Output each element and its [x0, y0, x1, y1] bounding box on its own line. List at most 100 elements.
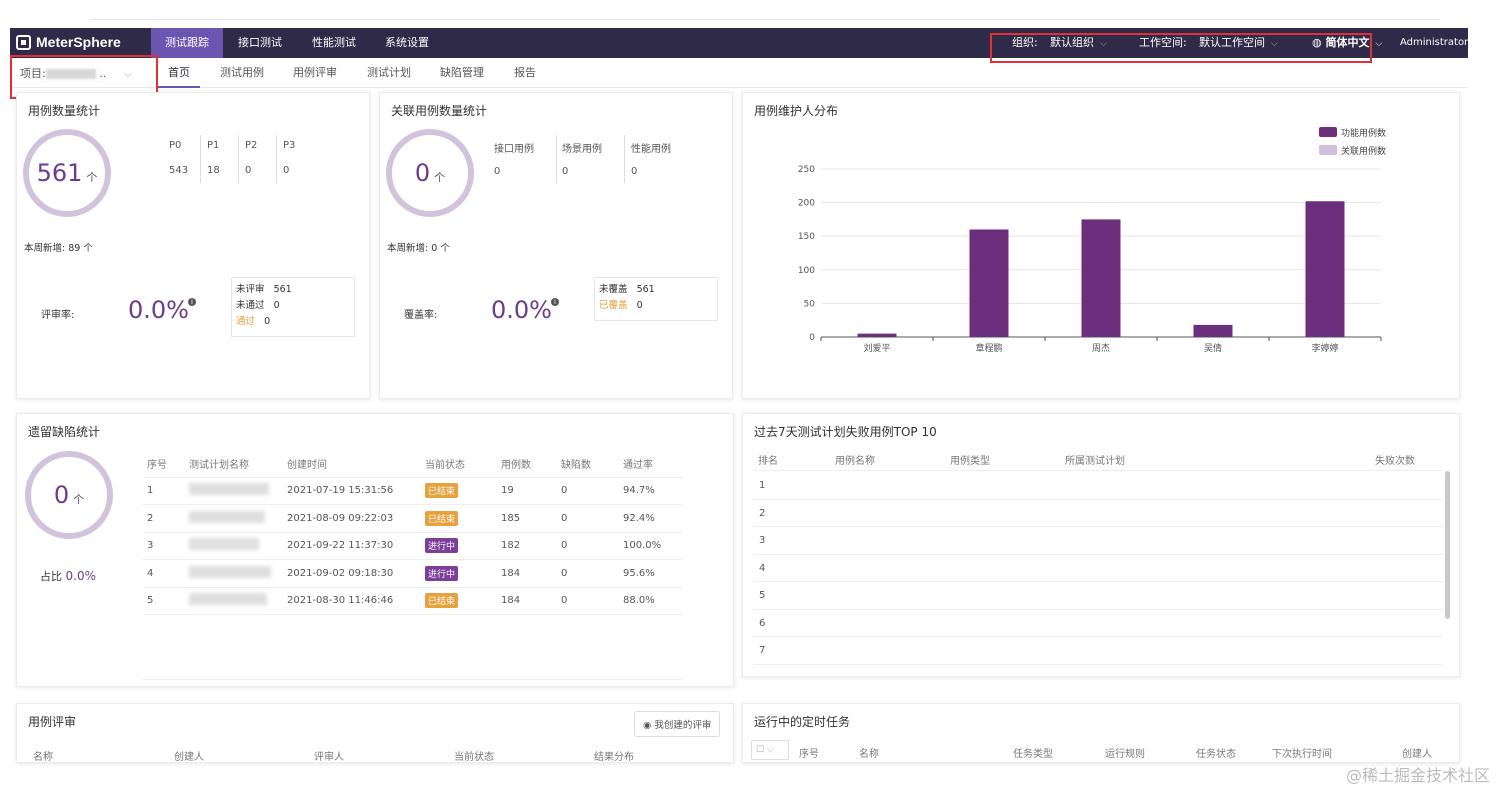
review-rate-value: 0.0%: [128, 296, 189, 324]
level-p3-value: 0: [283, 165, 290, 176]
info-icon[interactable]: i: [188, 298, 196, 306]
bar: [1193, 324, 1233, 337]
level-p0-label: P0: [169, 140, 182, 151]
failure-top10-card: 过去7天测试计划失败用例TOP 10 排名 用例名称 用例类型 所属测试计划 失…: [742, 413, 1460, 677]
divider: [624, 135, 625, 183]
bar: [1305, 201, 1345, 337]
divider: [200, 135, 201, 183]
workspace-select[interactable]: 默认工作空间 ⌵: [1199, 36, 1278, 49]
col-header: 序号: [143, 451, 189, 478]
tab-report[interactable]: 报告: [514, 66, 536, 79]
plan-name-blurred: [189, 593, 267, 606]
eye-icon: ◉: [643, 720, 652, 731]
nav-performance-test[interactable]: 性能测试: [312, 36, 356, 49]
col-header: 当前状态: [454, 752, 494, 763]
col-header: 用例数: [501, 451, 561, 478]
table-row[interactable]: 3: [753, 527, 1443, 555]
bar: [857, 333, 897, 337]
cube-icon: [16, 34, 31, 50]
level-p3-label: P3: [283, 140, 296, 151]
col-header: 任务状态: [1196, 749, 1236, 760]
card-title: 关联用例数量统计: [391, 104, 488, 118]
select-all-dropdown[interactable]: ☐ ⌵: [751, 740, 789, 760]
coverage-breakdown: 未覆盖 561 已覆盖 0: [594, 277, 718, 321]
type-api-value: 0: [494, 166, 501, 177]
defect-table: 序号 测试计划名称 创建时间 当前状态 用例数 缺陷数 通过率 1 2021-07…: [143, 451, 683, 615]
level-p2-label: P2: [245, 140, 258, 151]
plan-name-blurred: [189, 510, 265, 523]
table-row[interactable]: 1: [753, 472, 1443, 500]
defect-total: 0: [53, 481, 70, 509]
col-header: 通过率: [623, 451, 683, 478]
level-p0-value: 543: [169, 165, 189, 176]
tab-case-review[interactable]: 用例评审: [293, 66, 337, 79]
failure-table: 排名 用例名称 用例类型 所属测试计划 失败次数 1 2 3 4 5 6 7: [753, 444, 1443, 672]
table-row[interactable]: 2: [753, 500, 1443, 527]
highlight-box-org-workspace: [990, 33, 1372, 63]
brand-logo[interactable]: MeterSphere: [16, 34, 121, 50]
type-scenario-value: 0: [562, 166, 569, 177]
col-header: 运行规则: [1105, 749, 1145, 760]
weekly-new: 本周新增: 0 个: [387, 243, 450, 254]
col-header: 名称: [33, 752, 53, 763]
nav-test-track[interactable]: 测试跟踪: [151, 28, 223, 58]
col-header: 创建人: [1402, 749, 1432, 760]
review-rate-label: 评审率:: [41, 310, 75, 321]
legend-swatch: [1319, 145, 1337, 155]
x-tick-label: 吴倩: [1204, 342, 1222, 354]
table-row[interactable]: 7: [753, 637, 1443, 665]
info-icon[interactable]: i: [551, 298, 559, 306]
legend-label: 关联用例数: [1341, 145, 1386, 157]
case-count-card: 用例数量统计 561 个 P0 P1 P2 P3 543 18 0 0 本周新增:…: [16, 92, 370, 399]
x-tick-label: 刘爱平: [863, 342, 890, 354]
watermark: @稀土掘金技术社区: [1345, 766, 1490, 785]
coverage-label: 覆盖率:: [404, 310, 438, 321]
col-header: 下次执行时间: [1272, 749, 1332, 760]
tab-home[interactable]: 首页: [158, 58, 200, 88]
case-count-ring: 561 个: [23, 129, 111, 217]
chevron-down-icon: ⌵: [1100, 39, 1107, 49]
table-row[interactable]: 5: [753, 582, 1443, 610]
col-header: 任务类型: [1013, 749, 1053, 760]
col-header: 评审人: [314, 752, 344, 763]
table-row[interactable]: 5 2021-08-30 11:46:46 已结束 184 0 88.0%: [143, 587, 683, 615]
defect-ratio: 占比 0.0%: [40, 569, 96, 583]
caret-down-icon: ▾: [1400, 67, 1406, 78]
browser-strip: [90, 0, 1440, 20]
project-name-blurred: [45, 69, 96, 79]
level-p1-label: P1: [207, 140, 220, 151]
scrollbar[interactable]: [1445, 471, 1450, 619]
tab-test-cases[interactable]: 测试用例: [220, 66, 264, 79]
table-row[interactable]: 2 2021-08-09 09:22:03 已结束 185 0 92.4%: [143, 504, 683, 533]
table-row[interactable]: 4 2021-09-02 09:18:30 进行中 184 0 95.6%: [143, 559, 683, 588]
maintainer-chart-card: 用例维护人分布 0 50 100 150 200 250 刘爱平 章程鹏 周杰 吴倩 李婷婷 功能用例…: [742, 92, 1460, 399]
status-badge: 已结束: [425, 483, 459, 499]
y-tick-label: 150: [798, 232, 815, 242]
table-row[interactable]: 4: [753, 555, 1443, 582]
chevron-down-icon: ⌵: [1375, 39, 1383, 49]
weekly-new: 本周新增: 89 个: [24, 243, 93, 254]
status-badge: 进行中: [425, 538, 459, 554]
nav-api-test[interactable]: 接口测试: [238, 36, 282, 49]
col-header: 名称: [859, 749, 879, 760]
tab-defects[interactable]: 缺陷管理: [440, 66, 484, 79]
table-row[interactable]: 3 2021-09-22 11:37:30 进行中 182 0 100.0%: [143, 532, 683, 560]
chevron-down-icon: ⌵: [766, 745, 774, 755]
sub-navbar: 项目: .. ⌵ 首页 测试用例 用例评审 测试计划 缺陷管理 报告: [10, 58, 1468, 88]
card-title: 运行中的定时任务: [754, 715, 851, 729]
table-row[interactable]: 1 2021-07-19 15:31:56 已结束 19 0 94.7%: [143, 477, 683, 505]
card-title: 用例评审: [28, 715, 77, 729]
divider: [143, 679, 683, 680]
user-menu[interactable]: Administrator ▾: [1400, 37, 1469, 78]
table-row[interactable]: 6: [753, 610, 1443, 637]
project-select[interactable]: 项目: .. ⌵: [20, 67, 133, 80]
language-select[interactable]: ◍ 简体中文 ⌵: [1312, 36, 1383, 49]
tab-test-plan[interactable]: 测试计划: [367, 66, 411, 79]
my-reviews-button[interactable]: ◉ 我创建的评审: [634, 711, 721, 737]
nav-system-settings[interactable]: 系统设置: [385, 36, 429, 49]
chevron-down-icon: ⌵: [123, 67, 133, 80]
org-select[interactable]: 默认组织 ⌵: [1050, 36, 1107, 49]
col-header: 序号: [799, 749, 819, 760]
